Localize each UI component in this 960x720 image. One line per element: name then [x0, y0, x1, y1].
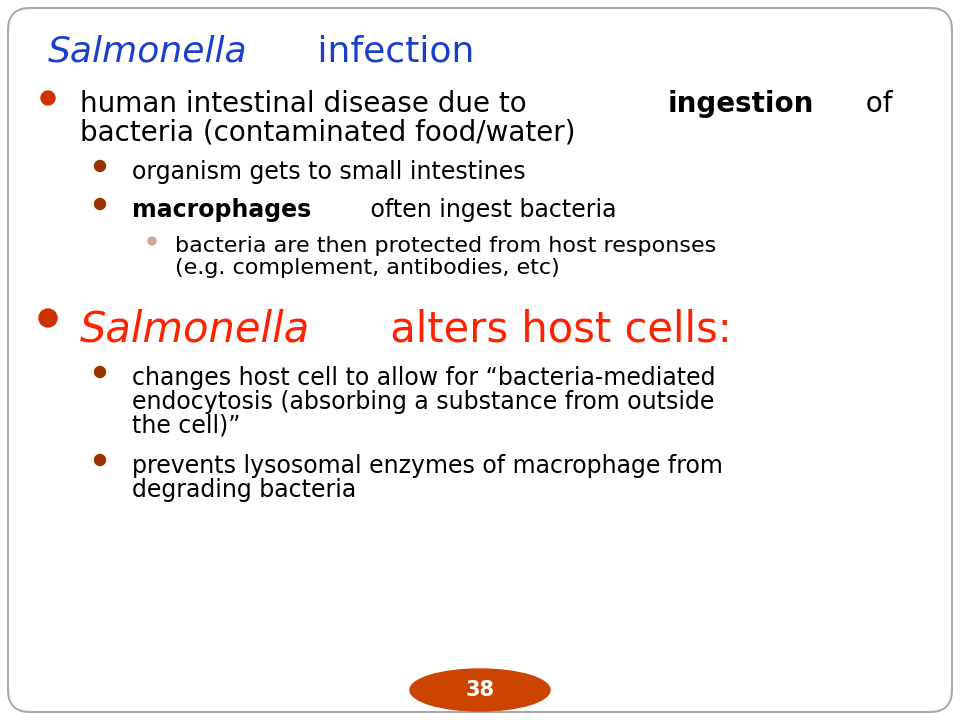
Text: prevents lysosomal enzymes of macrophage from: prevents lysosomal enzymes of macrophage…: [132, 454, 723, 478]
Text: degrading bacteria: degrading bacteria: [132, 478, 356, 502]
Circle shape: [94, 366, 106, 377]
Text: 38: 38: [466, 680, 494, 700]
Text: Salmonella: Salmonella: [80, 308, 310, 350]
FancyBboxPatch shape: [8, 8, 952, 712]
Text: Salmonella: Salmonella: [48, 35, 248, 69]
Text: infection: infection: [305, 35, 474, 69]
Text: ingestion: ingestion: [668, 90, 814, 118]
Text: endocytosis (absorbing a substance from outside: endocytosis (absorbing a substance from …: [132, 390, 714, 414]
Text: of: of: [856, 90, 892, 118]
Circle shape: [94, 161, 106, 171]
Text: macrophages: macrophages: [132, 198, 311, 222]
Text: the cell)”: the cell)”: [132, 414, 241, 438]
Text: alters host cells:: alters host cells:: [377, 308, 732, 350]
Text: changes host cell to allow for “bacteria-mediated: changes host cell to allow for “bacteria…: [132, 366, 715, 390]
Text: bacteria (contaminated food/water): bacteria (contaminated food/water): [80, 118, 575, 146]
Circle shape: [148, 237, 156, 245]
Text: (e.g. complement, antibodies, etc): (e.g. complement, antibodies, etc): [175, 258, 560, 278]
Circle shape: [94, 454, 106, 466]
Text: often ingest bacteria: often ingest bacteria: [363, 198, 616, 222]
Text: bacteria are then protected from host responses: bacteria are then protected from host re…: [175, 236, 716, 256]
Circle shape: [39, 309, 57, 327]
Circle shape: [41, 91, 55, 105]
Text: human intestinal disease due to: human intestinal disease due to: [80, 90, 536, 118]
Ellipse shape: [410, 669, 550, 711]
Text: organism gets to small intestines: organism gets to small intestines: [132, 160, 526, 184]
Circle shape: [94, 199, 106, 210]
